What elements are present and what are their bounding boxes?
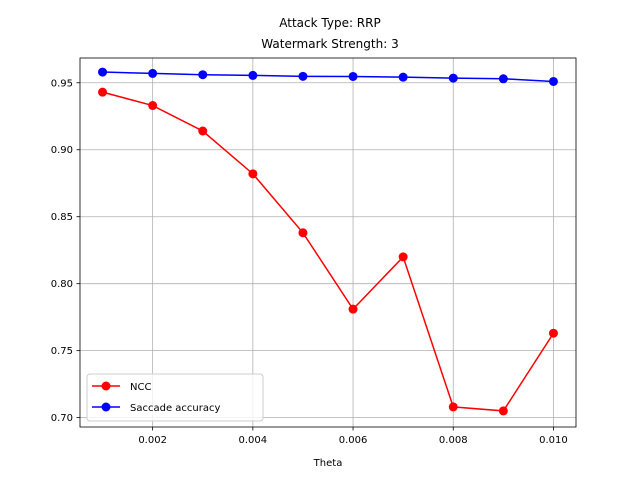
- data-point-ncc: [398, 252, 408, 262]
- data-point-saccade-accuracy: [98, 67, 108, 77]
- y-tick-label: 0.70: [51, 413, 73, 424]
- legend-saccade-label: Saccade accuracy: [130, 403, 220, 414]
- x-tick-label: 0.004: [239, 435, 268, 446]
- data-point-ncc: [498, 406, 508, 416]
- x-axis: 0.002 0.004 0.006 0.008 0.010: [138, 427, 568, 446]
- data-point-saccade-accuracy: [448, 73, 458, 83]
- data-point-ncc: [98, 87, 108, 97]
- y-tick-label: 0.75: [51, 346, 73, 357]
- data-point-saccade-accuracy: [248, 70, 258, 80]
- data-point-saccade-accuracy: [498, 74, 508, 84]
- data-point-ncc: [348, 304, 358, 314]
- legend-ncc-label: NCC: [130, 382, 151, 393]
- series-layer: [98, 67, 558, 416]
- chart-title-line-2: Watermark Strength: 3: [261, 37, 398, 51]
- data-point-saccade-accuracy: [198, 70, 208, 80]
- y-tick-label: 0.85: [51, 212, 73, 223]
- legend-saccade-marker: [101, 402, 111, 412]
- data-point-saccade-accuracy: [148, 68, 158, 78]
- data-point-saccade-accuracy: [298, 71, 308, 81]
- x-tick-label: 0.010: [539, 435, 568, 446]
- data-point-ncc: [248, 169, 258, 179]
- y-tick-label: 0.80: [51, 279, 73, 290]
- legend-box: [86, 373, 264, 422]
- grid-lines: [80, 58, 576, 427]
- plot-frame: [79, 57, 577, 428]
- y-tick-label: 0.95: [51, 78, 73, 89]
- data-point-saccade-accuracy: [348, 71, 358, 81]
- legend-ncc-marker: [101, 381, 111, 391]
- x-axis-label: Theta: [313, 458, 343, 469]
- data-point-ncc: [448, 402, 458, 412]
- chart-title-line-1: Attack Type: RRP: [279, 16, 380, 30]
- data-point-ncc: [548, 328, 558, 338]
- x-tick-label: 0.008: [439, 435, 468, 446]
- data-point-saccade-accuracy: [398, 72, 408, 82]
- y-tick-label: 0.90: [51, 145, 73, 156]
- series-line-ncc: [102, 91, 555, 412]
- x-tick-label: 0.006: [339, 435, 368, 446]
- data-point-ncc: [298, 228, 308, 238]
- data-point-ncc: [148, 101, 158, 111]
- legend: NCC Saccade accuracy: [86, 373, 264, 422]
- x-tick-label: 0.002: [138, 435, 167, 446]
- data-point-saccade-accuracy: [548, 76, 558, 86]
- y-axis: 0.70 0.75 0.80 0.85 0.90 0.95: [51, 78, 80, 424]
- series-line-saccade-accuracy: [102, 71, 554, 83]
- data-point-ncc: [198, 126, 208, 136]
